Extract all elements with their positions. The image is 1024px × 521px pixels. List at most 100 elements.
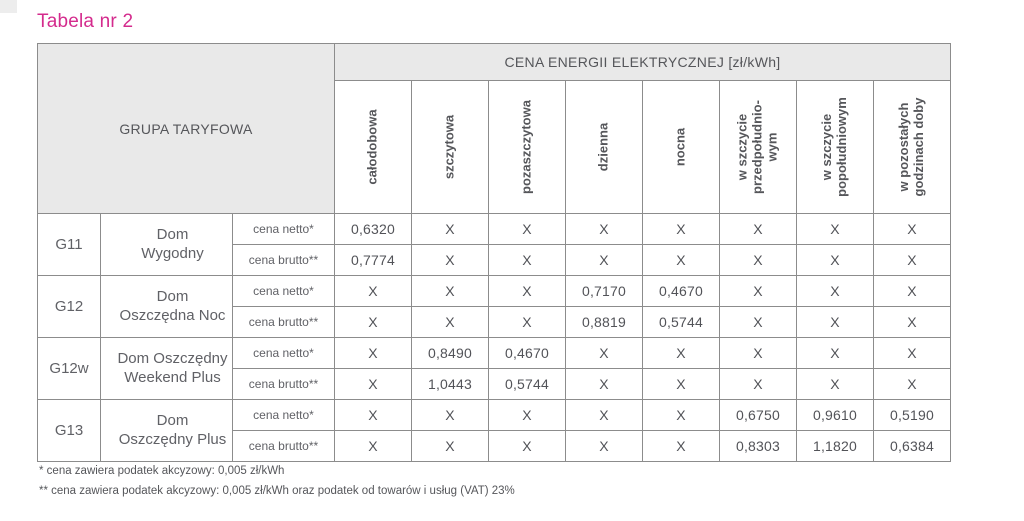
- price-type-label: cena brutto**: [232, 368, 335, 400]
- group-code-g13: G13: [37, 399, 101, 462]
- value-cell: X: [411, 430, 489, 462]
- value-cell: X: [642, 368, 720, 400]
- value-cell: X: [411, 275, 489, 307]
- value-cell: X: [565, 244, 643, 276]
- tariff-table: GRUPA TARYFOWA CENA ENERGII ELEKTRYCZNEJ…: [37, 43, 951, 462]
- footnote-netto: * cena zawiera podatek akcyzowy: 0,005 z…: [39, 465, 285, 477]
- value-cell: X: [873, 368, 951, 400]
- value-cell: X: [565, 430, 643, 462]
- column-header-szczyt-przedpoludniowy: w szczycie przedpołudnio- wym: [719, 80, 797, 214]
- value-cell: X: [411, 306, 489, 338]
- value-cell: 0,6750: [719, 399, 797, 431]
- price-type-label: cena brutto**: [232, 430, 335, 462]
- value-cell: X: [873, 275, 951, 307]
- value-cell: 0,5190: [873, 399, 951, 431]
- value-cell: X: [719, 244, 797, 276]
- value-cell: X: [796, 213, 874, 245]
- value-cell: X: [334, 275, 412, 307]
- price-type-label: cena netto*: [232, 337, 335, 369]
- value-cell: 0,8819: [565, 306, 643, 338]
- value-cell: X: [411, 399, 489, 431]
- value-cell: X: [411, 244, 489, 276]
- value-cell: X: [796, 337, 874, 369]
- value-cell: X: [411, 213, 489, 245]
- value-cell: 0,8490: [411, 337, 489, 369]
- value-cell: X: [565, 213, 643, 245]
- value-cell: X: [873, 306, 951, 338]
- column-header-dzienna: dzienna: [565, 80, 643, 214]
- group-code-g12: G12: [37, 275, 101, 338]
- footnote-brutto: ** cena zawiera podatek akcyzowy: 0,005 …: [39, 485, 515, 498]
- price-type-label: cena brutto**: [232, 244, 335, 276]
- table-row: cena brutto** X X X X X 0,8303 1,1820 0,…: [38, 430, 951, 462]
- value-cell: X: [334, 368, 412, 400]
- value-cell: 0,5744: [642, 306, 720, 338]
- value-cell: X: [488, 244, 566, 276]
- value-cell: 0,4670: [488, 337, 566, 369]
- main-header: CENA ENERGII ELEKTRYCZNEJ [zł/kWh]: [334, 43, 951, 81]
- column-header-pozostale-godziny: w pozostałych godzinach doby: [873, 80, 951, 214]
- value-cell: 0,6384: [873, 430, 951, 462]
- value-cell: X: [873, 213, 951, 245]
- column-header-szczyt-popoludniowy: w szczycie popołudniowym: [796, 80, 874, 214]
- value-cell: X: [642, 244, 720, 276]
- value-cell: X: [719, 306, 797, 338]
- value-cell: X: [334, 337, 412, 369]
- value-cell: X: [719, 337, 797, 369]
- value-cell: X: [642, 430, 720, 462]
- value-cell: X: [565, 368, 643, 400]
- group-name-g12: Dom Oszczędna Noc: [100, 275, 233, 338]
- column-header-nocna: nocna: [642, 80, 720, 214]
- value-cell: X: [873, 337, 951, 369]
- value-cell: 0,4670: [642, 275, 720, 307]
- value-cell: 0,9610: [796, 399, 874, 431]
- value-cell: 1,1820: [796, 430, 874, 462]
- value-cell: X: [488, 399, 566, 431]
- value-cell: 0,8303: [719, 430, 797, 462]
- group-name-g12w: Dom Oszczędny Weekend Plus: [100, 337, 233, 400]
- group-code-g11: G11: [37, 213, 101, 276]
- value-cell: X: [565, 337, 643, 369]
- price-type-label: cena netto*: [232, 213, 335, 245]
- group-name-g11: Dom Wygodny: [100, 213, 233, 276]
- value-cell: X: [796, 275, 874, 307]
- table-row: G12w Dom Oszczędny Weekend Plus cena net…: [37, 337, 951, 400]
- value-cell: X: [488, 275, 566, 307]
- column-header-row: całodobowa szczytowa pozaszczytowa dzien…: [38, 80, 951, 214]
- column-header-szczytowa: szczytowa: [411, 80, 489, 214]
- page-title: Tabela nr 2: [37, 11, 134, 32]
- table-row: G12 Dom Oszczędna Noc cena netto* X X X …: [37, 275, 951, 338]
- column-header-pozaszczytowa: pozaszczytowa: [488, 80, 566, 214]
- table-row: G13 Dom Oszczędny Plus cena netto* X X X…: [37, 399, 951, 462]
- table-row: G11 Dom Wygodny cena netto* 0,6320 X X X…: [37, 213, 951, 276]
- value-cell: X: [565, 399, 643, 431]
- group-name-g13: Dom Oszczędny Plus: [100, 399, 233, 462]
- column-header-calodobowa: całodobowa: [334, 80, 412, 214]
- value-cell: X: [488, 213, 566, 245]
- value-cell: X: [488, 306, 566, 338]
- footnotes: * cena zawiera podatek akcyzowy: 0,005 z…: [39, 461, 515, 501]
- value-cell: X: [796, 306, 874, 338]
- corner-header: GRUPA TARYFOWA: [37, 43, 335, 214]
- value-cell: 0,7170: [565, 275, 643, 307]
- value-cell: X: [642, 399, 720, 431]
- value-cell: 0,7774: [334, 244, 412, 276]
- value-cell: X: [796, 244, 874, 276]
- value-cell: 0,6320: [334, 213, 412, 245]
- group-code-g12w: G12w: [37, 337, 101, 400]
- value-cell: X: [334, 430, 412, 462]
- value-cell: X: [796, 368, 874, 400]
- value-cell: X: [642, 213, 720, 245]
- value-cell: X: [334, 399, 412, 431]
- price-type-label: cena brutto**: [232, 306, 335, 338]
- price-type-label: cena netto*: [232, 275, 335, 307]
- scan-artifact: [0, 0, 17, 13]
- value-cell: X: [873, 244, 951, 276]
- value-cell: X: [488, 430, 566, 462]
- value-cell: X: [719, 275, 797, 307]
- value-cell: 0,5744: [488, 368, 566, 400]
- value-cell: X: [719, 368, 797, 400]
- value-cell: X: [719, 213, 797, 245]
- value-cell: X: [334, 306, 412, 338]
